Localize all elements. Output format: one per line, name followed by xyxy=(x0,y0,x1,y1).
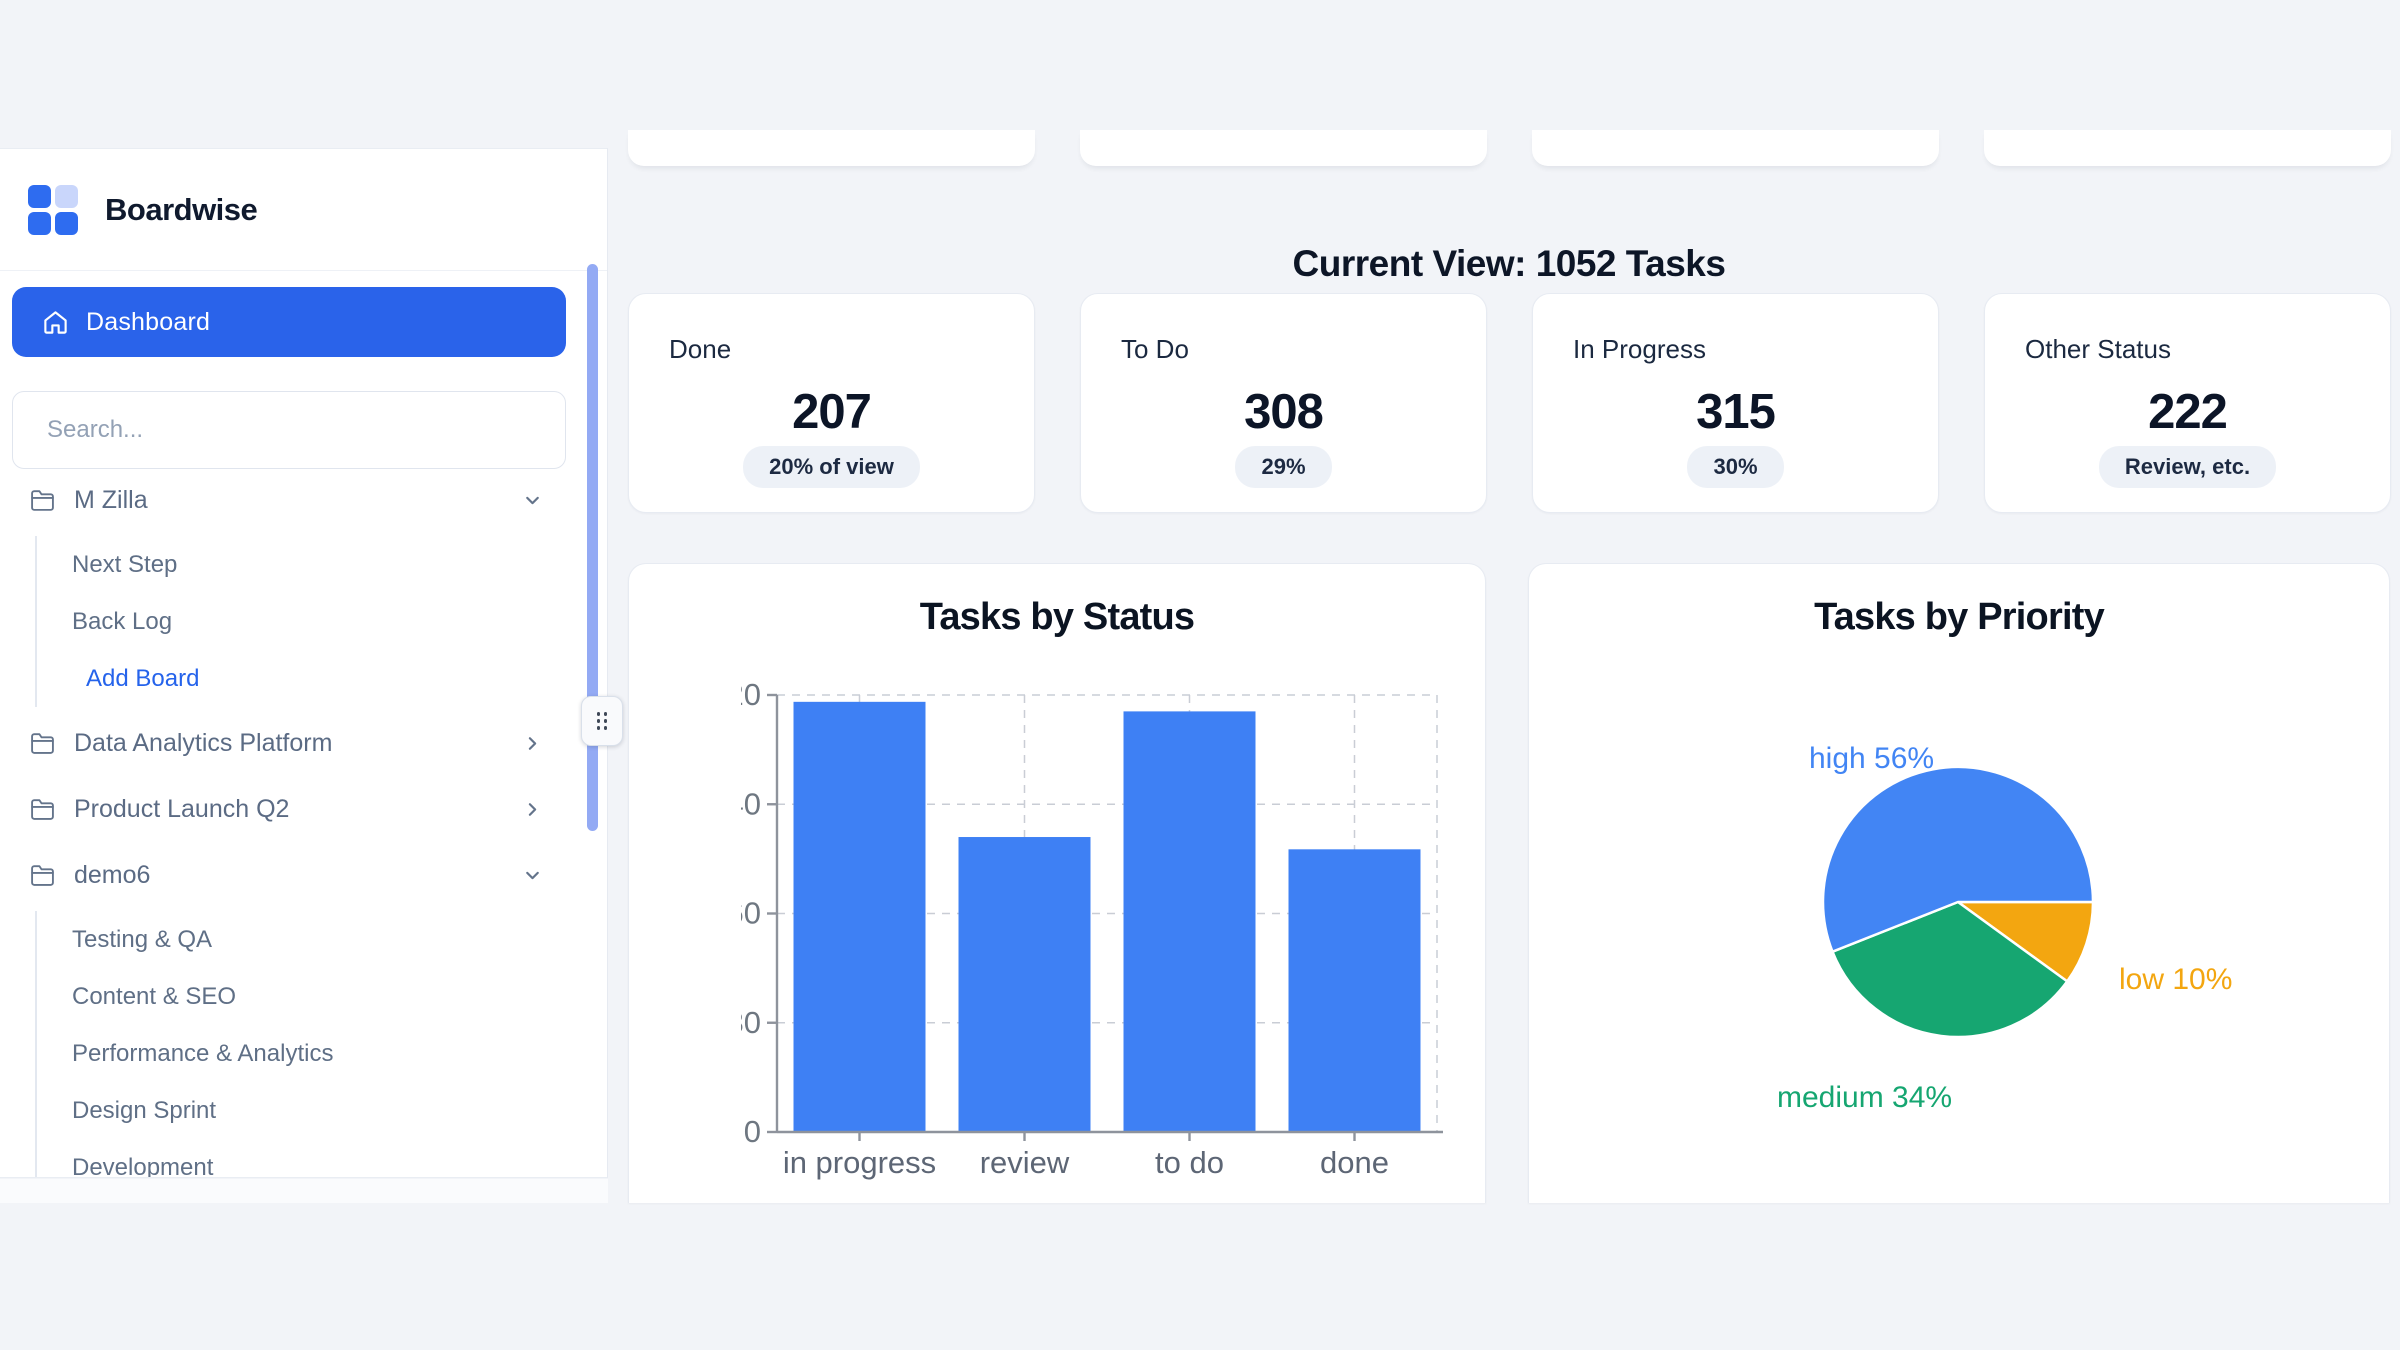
board-item-demo6[interactable]: demo6 xyxy=(0,842,607,908)
pie-label-high: high 56% xyxy=(1809,742,1935,775)
list-item-next-step[interactable]: Next Step xyxy=(72,550,178,578)
sidebar-search-input[interactable] xyxy=(12,391,566,469)
board-item-m-zilla[interactable]: M Zilla xyxy=(0,467,607,533)
stat-card-badge: 20% of view xyxy=(743,446,920,488)
nav-dashboard-label: Dashboard xyxy=(86,307,211,336)
cut-off-card xyxy=(1080,130,1487,166)
bar-done xyxy=(1288,849,1421,1132)
list-item-design-sprint[interactable]: Design Sprint xyxy=(72,1096,217,1124)
stat-card-done: Done 207 20% of view xyxy=(628,293,1035,513)
app-logo-icon xyxy=(28,184,78,235)
status-chart-title: Tasks by Status xyxy=(919,596,1195,638)
x-tick-label: to do xyxy=(1155,1145,1224,1180)
bar-in-progress xyxy=(793,701,926,1132)
stat-card-badge: 30% xyxy=(1687,446,1784,488)
board-label: M Zilla xyxy=(74,485,148,514)
status-chart-card: Tasks by Status 0 80 160 240 320 in progress r… xyxy=(628,563,1486,1203)
list-item-content-seo[interactable]: Content & SEO xyxy=(72,982,237,1010)
board-children-m-zilla: Next Step Back Log Add Board xyxy=(35,536,607,707)
stat-card-label: Done xyxy=(669,334,732,364)
pie-slice-low xyxy=(1956,900,2095,983)
folder-icon xyxy=(31,489,54,511)
cut-off-card xyxy=(628,130,1035,166)
pie-slice-medium xyxy=(1831,900,2069,1039)
folder-icon xyxy=(31,798,54,820)
bar-review xyxy=(958,837,1091,1132)
stat-card-value: 315 xyxy=(1696,385,1776,439)
folder-icon xyxy=(31,732,54,754)
stat-card-value: 222 xyxy=(2148,385,2228,439)
nav-dashboard-button[interactable]: Dashboard xyxy=(12,287,566,357)
folder-icon xyxy=(31,864,54,886)
stat-card-label: In Progress xyxy=(1573,334,1706,364)
add-board-link[interactable]: Add Board xyxy=(86,664,200,692)
bar-to-do xyxy=(1123,711,1256,1132)
board-label: Product Launch Q2 xyxy=(74,794,290,823)
list-item-testing-qa[interactable]: Testing & QA xyxy=(72,925,213,953)
board-label: Data Analytics Platform xyxy=(74,728,333,757)
home-icon xyxy=(44,310,67,334)
board-item-product-launch-q2[interactable]: Product Launch Q2 xyxy=(0,776,607,842)
sidebar-footer-strip xyxy=(0,1179,608,1203)
y-tick-label: 80 xyxy=(741,1005,761,1040)
y-tick-label: 160 xyxy=(741,896,761,931)
stat-card-label: Other Status xyxy=(2025,334,2171,364)
sidebar-resize-handle[interactable] xyxy=(581,696,623,746)
y-tick-label: 320 xyxy=(741,677,761,712)
x-tick-label: done xyxy=(1320,1145,1389,1180)
stat-card-in-progress: In Progress 315 30% xyxy=(1532,293,1939,513)
pie-slice-high xyxy=(1821,765,2095,953)
chevron-down-icon xyxy=(526,496,539,504)
board-label: demo6 xyxy=(74,860,151,889)
priority-chart-title: Tasks by Priority xyxy=(1814,596,2105,638)
app-title: Boardwise xyxy=(105,191,258,227)
priority-chart-card: Tasks by Priority high 56% low 10% mediu… xyxy=(1528,563,2390,1203)
list-item-back-log[interactable]: Back Log xyxy=(72,607,173,635)
stat-card-other-status: Other Status 222 Review, etc. xyxy=(1984,293,2391,513)
sidebar-header: Boardwise xyxy=(0,149,607,271)
sidebar-scrollbar-thumb[interactable] xyxy=(587,264,598,831)
chevron-down-icon xyxy=(526,871,539,879)
pie-label-low: low 10% xyxy=(2119,963,2233,996)
list-item-development[interactable]: Development xyxy=(72,1153,214,1178)
stat-card-value: 207 xyxy=(792,385,872,439)
y-tick-label: 240 xyxy=(741,786,761,821)
stat-card-badge: 29% xyxy=(1235,446,1332,488)
view-summary-heading: Current View: 1052 Tasks xyxy=(1292,242,1726,284)
cut-off-card xyxy=(1532,130,1939,166)
tasks-by-priority-pie-chart xyxy=(1821,765,2095,1039)
sidebar: Boardwise Dashboard M Zilla Next Step Back… xyxy=(0,148,608,1178)
cut-off-card xyxy=(1984,130,2391,166)
stat-card-badge: Review, etc. xyxy=(2098,446,2277,488)
board-item-data-analytics-platform[interactable]: Data Analytics Platform xyxy=(0,710,607,776)
y-tick-label: 0 xyxy=(744,1114,761,1149)
stat-card-label: To Do xyxy=(1121,334,1189,364)
x-tick-label: review xyxy=(980,1145,1070,1180)
tasks-by-status-bar-chart: 0 80 160 240 320 in progress review to do done xyxy=(741,677,1443,1180)
pie-label-medium: medium 34% xyxy=(1777,1081,1953,1114)
chevron-right-icon xyxy=(528,736,537,750)
stat-card-to-do: To Do 308 29% xyxy=(1080,293,1487,513)
boards-tree: M Zilla Next Step Back Log Add Board Data An… xyxy=(0,467,607,1178)
chevron-right-icon xyxy=(528,802,537,816)
grip-dots-icon xyxy=(596,712,608,730)
stat-card-value: 308 xyxy=(1244,385,1324,439)
x-tick-label: in progress xyxy=(783,1145,936,1180)
list-item-performance-analytics[interactable]: Performance & Analytics xyxy=(72,1039,334,1067)
board-children-demo6: Testing & QA Content & SEO Performance & A… xyxy=(35,911,607,1178)
